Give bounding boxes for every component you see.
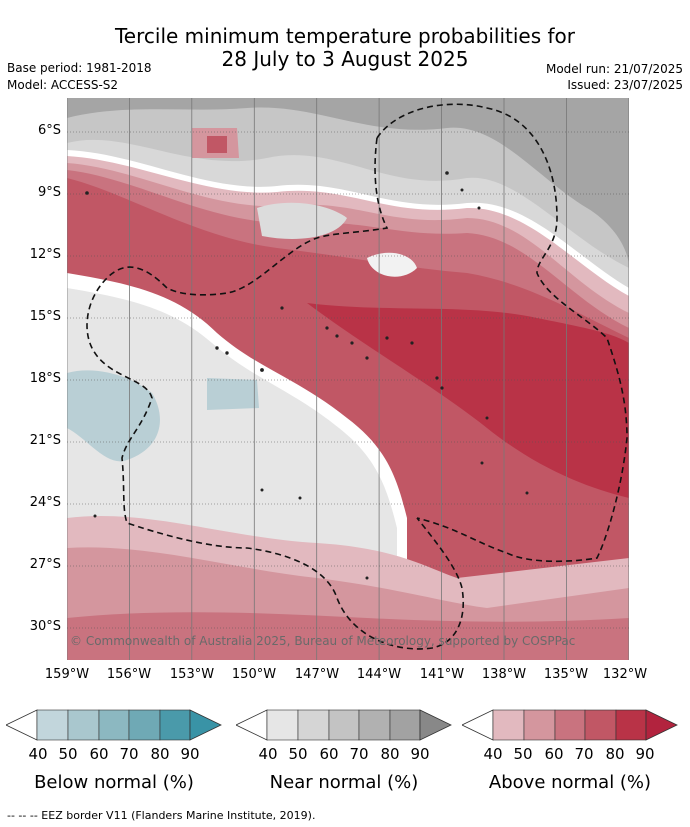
north-red-blob-core [207, 136, 227, 153]
issued-date: Issued: 23/07/2025 [567, 78, 683, 92]
lat-label: 15°S [29, 309, 61, 324]
grey-cut-center [257, 202, 347, 239]
colorbar-tick: 80 [380, 745, 400, 763]
near-normal-title: Near normal (%) [269, 772, 419, 793]
colorbar-tick: 80 [150, 745, 170, 763]
lat-label: 6°S [37, 123, 61, 138]
map-title-dates: 28 July to 3 August 2025 [221, 47, 469, 71]
above-normal-swatch [554, 709, 586, 741]
lat-label: 30°S [29, 619, 61, 634]
probability-map [67, 98, 629, 660]
model-run: Model run: 21/07/2025 [545, 62, 683, 76]
lon-label: 153°W [169, 667, 215, 682]
above-normal-swatch [523, 709, 556, 741]
colorbar-tick: 50 [288, 745, 308, 763]
above-normal-swatch [615, 709, 647, 741]
near-normal-swatch [389, 709, 421, 741]
near-normal-low-arrow [236, 709, 268, 741]
above-normal-80 [307, 303, 629, 498]
colorbar-tick: 60 [89, 745, 109, 763]
above-normal-south-60 [67, 612, 629, 660]
below-normal-high-arrow [189, 709, 222, 741]
above-normal-swatch [492, 709, 525, 741]
above-normal-swatch [584, 709, 617, 741]
colorbar-tick: 50 [513, 745, 533, 763]
lat-label: 21°S [29, 433, 61, 448]
below-normal-colorbar [6, 709, 222, 741]
below-normal-swatch [36, 709, 69, 741]
lon-label: 141°W [419, 667, 465, 682]
above-normal-colorbar [462, 709, 678, 741]
below-normal-swatch [67, 709, 100, 741]
below-normal-small-patch [207, 378, 259, 410]
lon-label: 147°W [294, 667, 340, 682]
near-normal-swatch [358, 709, 391, 741]
model-name: Model: ACCESS-S2 [7, 78, 119, 92]
lon-label: 138°W [481, 667, 527, 682]
lon-label: 156°W [106, 667, 152, 682]
lon-label: 159°W [44, 667, 90, 682]
near-normal-swatch [266, 709, 299, 741]
gridlines [67, 98, 629, 660]
colorbar-tick: 70 [574, 745, 594, 763]
below-normal-swatch [159, 709, 191, 741]
colorbar-tick: 40 [483, 745, 503, 763]
colorbar-tick: 80 [605, 745, 625, 763]
near-normal-swatch [297, 709, 330, 741]
lat-label: 9°S [37, 185, 61, 200]
above-normal-title: Above normal (%) [488, 772, 652, 793]
map-title: Tercile minimum temperature probabilitie… [114, 24, 576, 48]
below-normal-swatch [128, 709, 161, 741]
lat-label: 12°S [29, 247, 61, 262]
below-normal-title: Below normal (%) [34, 772, 194, 793]
lon-label: 135°W [543, 667, 589, 682]
lat-gridlines [67, 131, 629, 629]
base-period: Base period: 1981-2018 [7, 61, 152, 75]
colorbar-tick: 60 [319, 745, 339, 763]
lat-label: 27°S [29, 557, 61, 572]
below-normal-low-arrow [6, 709, 38, 741]
colorbar-tick: 40 [28, 745, 48, 763]
colorbar-tick: 70 [119, 745, 139, 763]
lon-label: 150°W [231, 667, 277, 682]
colorbar-tick: 50 [58, 745, 78, 763]
colorbar-tick: 90 [410, 745, 430, 763]
lat-label: 24°S [29, 495, 61, 510]
lon-label: 144°W [356, 667, 402, 682]
colorbar-tick: 90 [635, 745, 655, 763]
colorbar-tick: 90 [180, 745, 200, 763]
colorbar-tick: 60 [544, 745, 564, 763]
near-normal-swatch [328, 709, 360, 741]
copyright-note: © Commonwealth of Australia 2025, Bureau… [70, 634, 576, 648]
lon-label: 132°W [602, 667, 648, 682]
above-normal-high-arrow [645, 709, 678, 741]
eez-borders [86, 103, 628, 650]
below-normal-swatch [98, 709, 130, 741]
colorbar-tick: 40 [258, 745, 278, 763]
near-normal-high-arrow [419, 709, 452, 741]
colorbar-tick: 70 [349, 745, 369, 763]
below-normal-patch [67, 370, 160, 462]
islands [85, 171, 529, 580]
above-normal-low-arrow [462, 709, 494, 741]
lat-label: 18°S [29, 371, 61, 386]
eez-footer-note: -- -- -- EEZ border V11 (Flanders Marine… [7, 809, 316, 822]
near-normal-colorbar [236, 709, 452, 741]
